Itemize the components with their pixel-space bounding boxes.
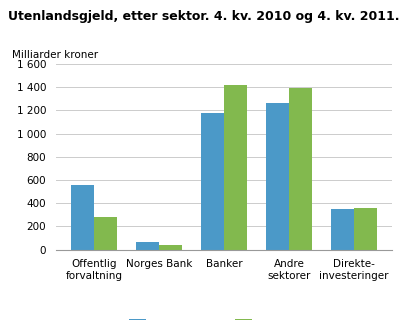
Bar [289, 88, 312, 250]
Bar [201, 113, 224, 250]
Bar [159, 245, 182, 250]
Text: Milliarder kroner: Milliarder kroner [12, 50, 98, 60]
Bar [71, 185, 94, 250]
Bar [266, 103, 289, 250]
Text: Utenlandsgjeld, etter sektor. 4. kv. 2010 og 4. kv. 2011. Milliarder kroner: Utenlandsgjeld, etter sektor. 4. kv. 201… [8, 10, 400, 23]
Legend: 4. kv. 2010, 4. kv. 2011: 4. kv. 2010, 4. kv. 2011 [124, 315, 324, 320]
Bar [354, 208, 377, 250]
Bar [136, 242, 159, 250]
Bar [331, 209, 354, 250]
Bar [94, 217, 117, 250]
Bar [224, 85, 247, 250]
